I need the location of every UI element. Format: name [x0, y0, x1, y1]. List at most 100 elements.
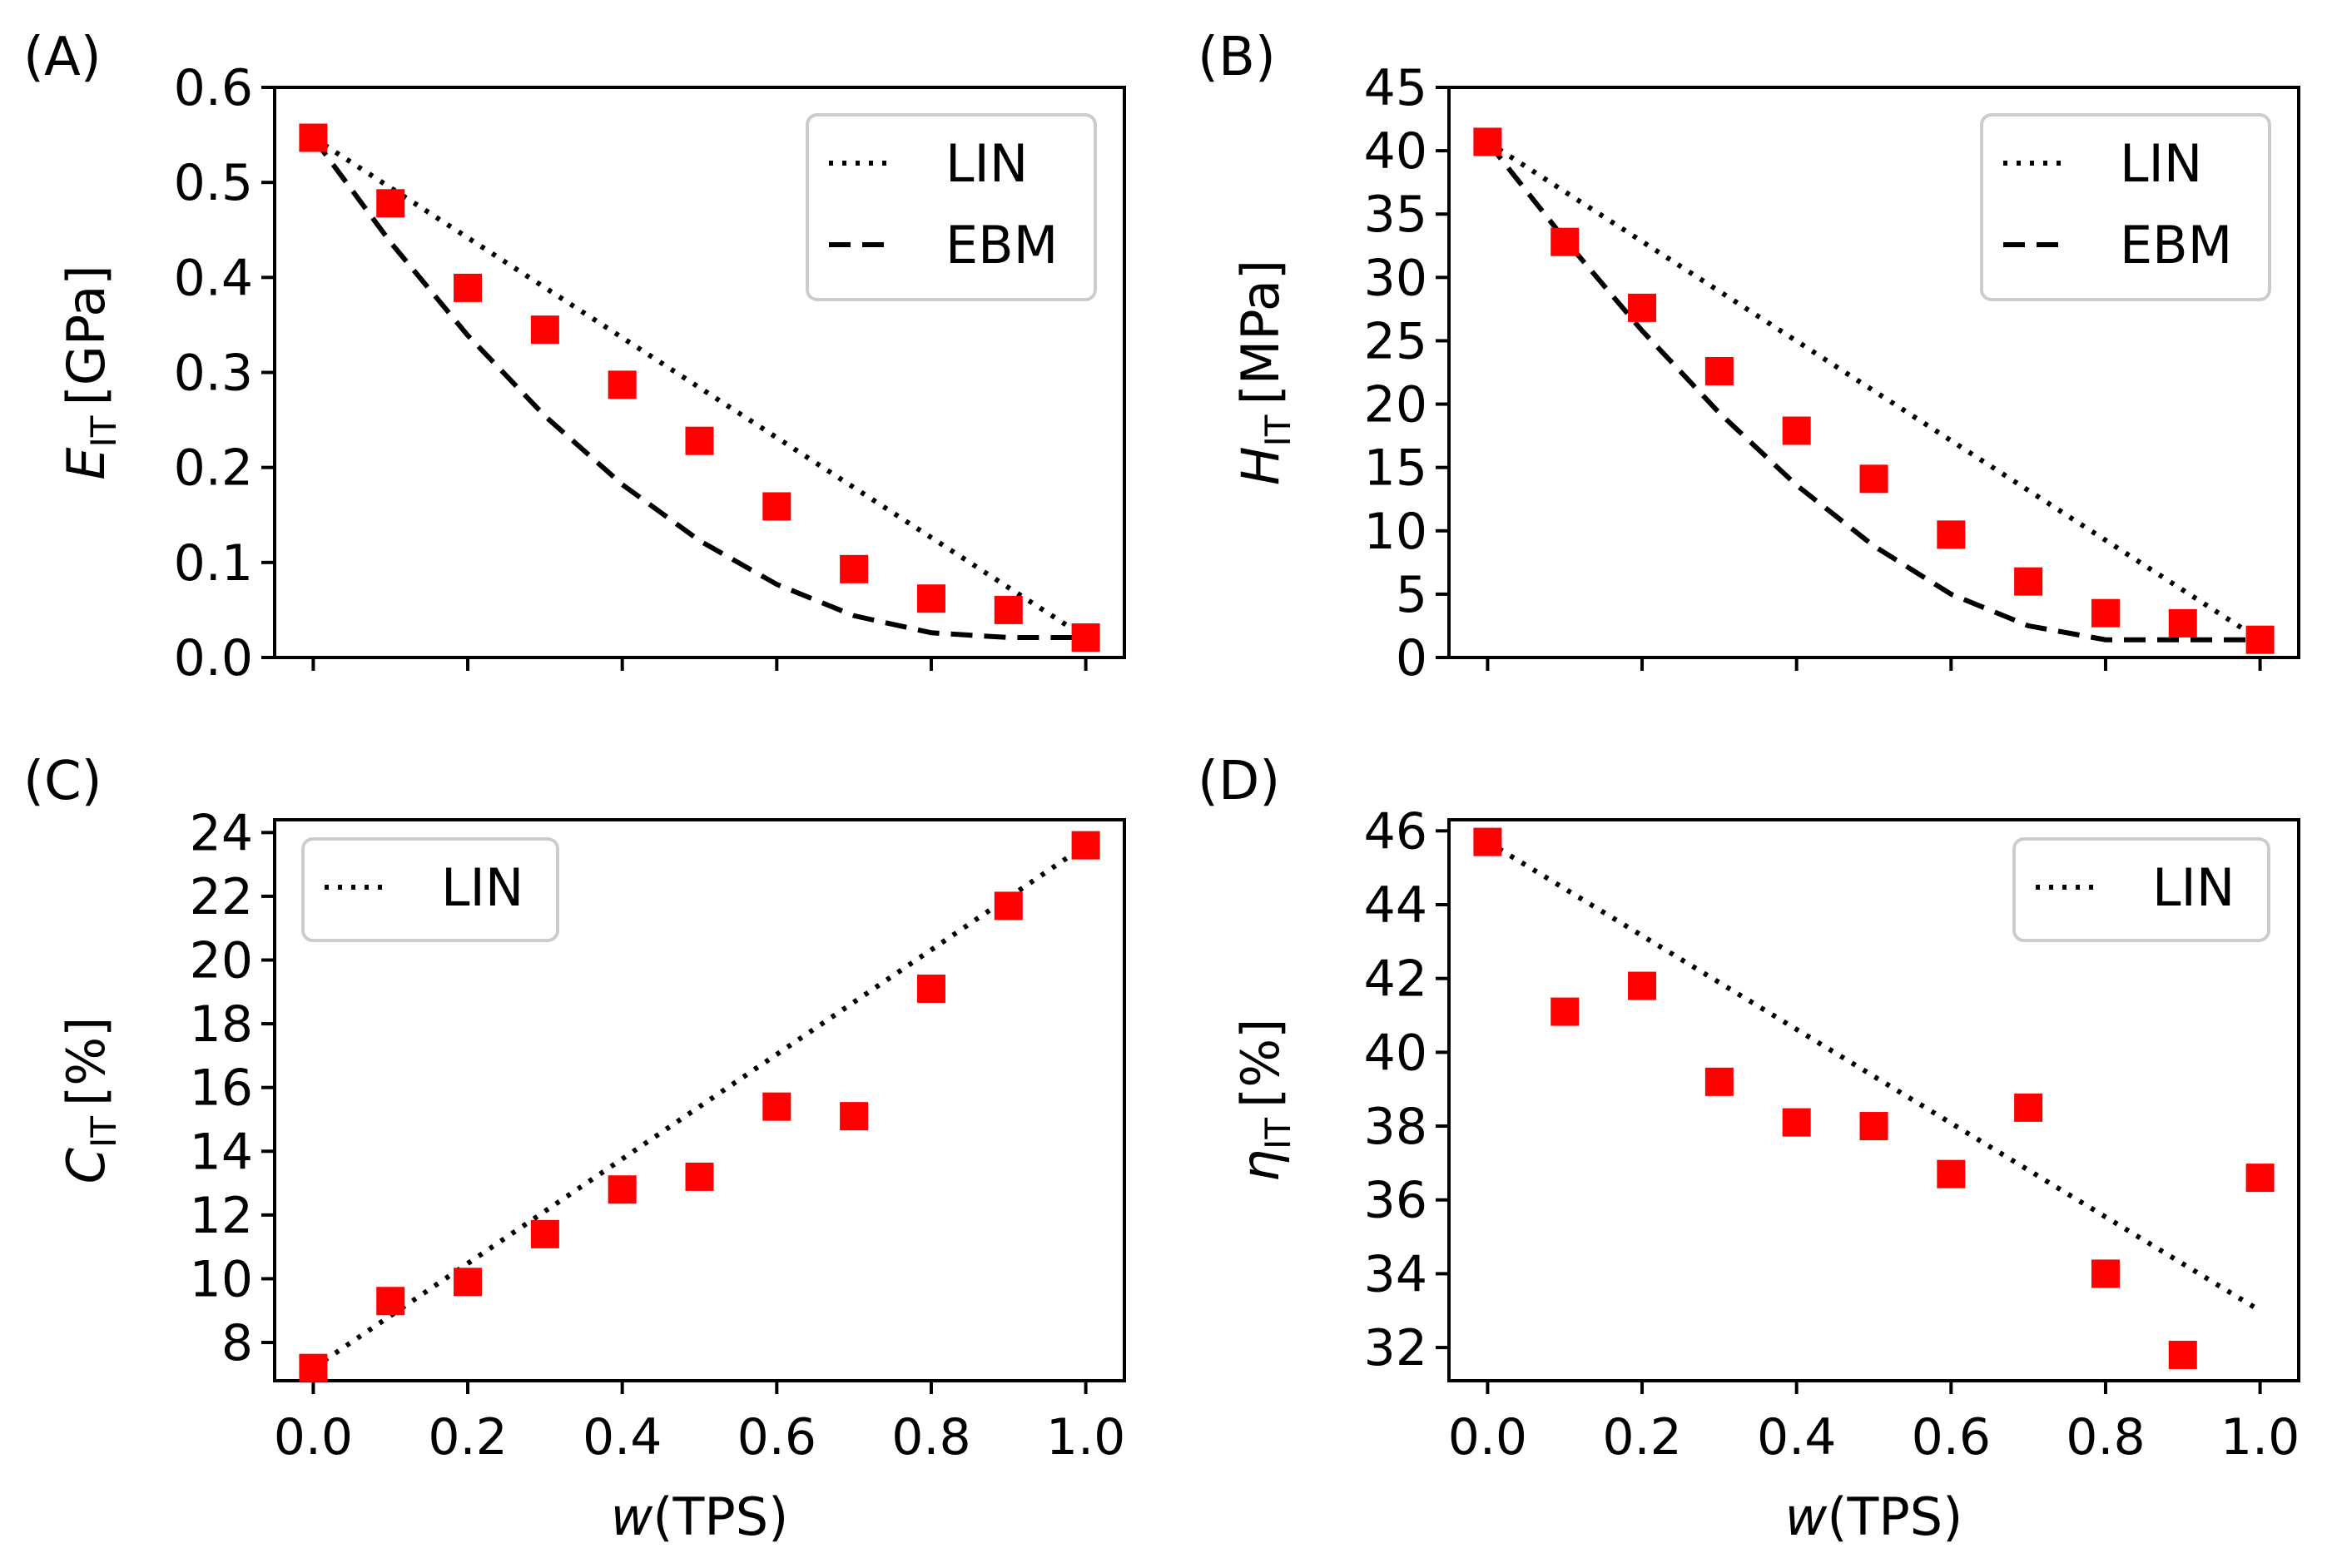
data-point	[1782, 416, 1811, 445]
x-tick-label: 0.8	[2066, 1408, 2145, 1466]
y-axis-label-subscript: IT	[1258, 414, 1298, 446]
data-point	[1473, 127, 1502, 156]
data-point	[1071, 831, 1100, 860]
panel-letter: (A)	[23, 27, 102, 88]
data-point	[1628, 971, 1657, 1000]
y-axis-label: HIT [MPa]	[1230, 260, 1298, 485]
x-axis-label-symbol: w	[1785, 1486, 1828, 1547]
y-tick-label: 20	[190, 932, 253, 990]
series-line-lin	[311, 843, 1088, 1371]
y-tick-label: 0.3	[174, 345, 253, 403]
y-tick-label: 0.5	[174, 154, 253, 212]
legend: LIN	[301, 837, 559, 942]
x-tick-label: 0.6	[1912, 1408, 1991, 1466]
y-axis-label-symbol: H	[1230, 446, 1291, 485]
data-point	[685, 426, 714, 455]
y-tick-label: 10	[190, 1250, 253, 1308]
y-tick-label: 8	[221, 1314, 253, 1372]
legend-box	[301, 837, 559, 942]
y-tick-label: 22	[190, 868, 253, 926]
panel-letter: (B)	[1198, 27, 1276, 88]
y-axis-label-symbol: η	[1230, 1149, 1291, 1182]
y-tick-label: 16	[190, 1059, 253, 1118]
y-axis-label: EIT [GPa]	[56, 265, 124, 479]
data-point	[2168, 1340, 2197, 1369]
data-point	[376, 1287, 405, 1316]
y-tick-label: 34	[1364, 1245, 1427, 1303]
data-point	[1704, 356, 1734, 385]
y-tick-label: 12	[190, 1187, 253, 1245]
y-axis-label-subscript: IT	[83, 1116, 124, 1148]
data-point	[2014, 1093, 2043, 1122]
y-axis-label-symbol: E	[56, 447, 117, 480]
panel-letter: (C)	[23, 751, 102, 812]
y-tick-label: 10	[1364, 503, 1427, 561]
legend-box	[2012, 837, 2270, 942]
x-axis-label-unit: (TPS)	[652, 1486, 788, 1547]
y-axis-label-subscript: IT	[83, 415, 124, 447]
legend-label-lin: LIN	[2120, 133, 2202, 194]
y-tick-label: 36	[1364, 1172, 1427, 1230]
data-point	[840, 554, 869, 583]
data-point	[1071, 623, 1100, 653]
data-point	[2168, 608, 2197, 638]
data-point	[2245, 1164, 2275, 1193]
y-tick-label: 24	[190, 804, 253, 862]
data-point	[299, 123, 328, 152]
x-tick-label: 0.0	[1448, 1408, 1527, 1466]
y-axis-label: ηIT [%]	[1230, 1019, 1298, 1183]
x-axis-label-unit: (TPS)	[1827, 1486, 1962, 1547]
x-tick-label: 0.8	[891, 1408, 970, 1466]
data-point	[762, 492, 791, 521]
y-tick-label: 0.4	[174, 249, 253, 307]
data-point	[1551, 997, 1580, 1026]
data-point	[762, 1092, 791, 1121]
y-tick-label: 0	[1396, 629, 1427, 687]
y-tick-label: 46	[1364, 802, 1427, 861]
data-point	[1551, 227, 1580, 256]
data-point	[1704, 1067, 1734, 1096]
y-axis-label: CIT [%]	[56, 1017, 124, 1184]
plot-frame	[1447, 818, 2300, 1382]
plot-frame	[273, 818, 1126, 1382]
y-axis-label-unit: [%]	[1230, 1019, 1291, 1108]
data-point	[376, 189, 405, 218]
series-line-lin	[1486, 840, 2262, 1313]
data-point	[2245, 625, 2275, 654]
y-tick-label: 32	[1364, 1319, 1427, 1377]
series-line-ebm	[1486, 140, 2260, 643]
legend-label-lin: LIN	[945, 133, 1028, 194]
x-axis-label: w(TPS)	[1785, 1486, 1963, 1547]
data-point	[1937, 1159, 1966, 1188]
legend-label-ebm: EBM	[2120, 215, 2232, 275]
data-point	[608, 370, 637, 399]
legend: LIN EBM	[806, 113, 1097, 301]
data-point	[685, 1162, 714, 1191]
x-tick-label: 0.0	[274, 1408, 353, 1466]
chart-panel-d: (D) 32 34 36 38 40 42 44 46 0.0 0.2 0.4 0.6 0.8 1.0 w(T…	[1198, 751, 2300, 1547]
y-axis-label-symbol: C	[56, 1147, 117, 1183]
data-point	[530, 315, 559, 345]
y-tick-label: 25	[1364, 312, 1427, 370]
panel-letter: (D)	[1198, 751, 1280, 812]
x-tick-label: 0.4	[1757, 1408, 1836, 1466]
y-tick-label: 40	[1364, 122, 1427, 181]
y-tick-label: 38	[1364, 1098, 1427, 1156]
y-axis-label-unit: [GPa]	[56, 265, 117, 405]
y-tick-label: 14	[190, 1123, 253, 1181]
data-point	[2091, 1259, 2120, 1288]
legend: LIN EBM	[1980, 113, 2271, 301]
y-axis-label-unit: [MPa]	[1230, 260, 1291, 404]
data-point	[1782, 1108, 1811, 1137]
legend-label-lin: LIN	[441, 857, 523, 918]
x-tick-label: 1.0	[2220, 1408, 2300, 1466]
x-tick-label: 0.2	[428, 1408, 507, 1466]
legend: LIN	[2012, 837, 2270, 942]
data-point	[530, 1219, 559, 1248]
y-tick-label: 5	[1396, 566, 1427, 624]
legend-box	[806, 113, 1097, 301]
data-point	[994, 595, 1023, 624]
x-axis-label: w(TPS)	[611, 1486, 789, 1547]
x-axis-label-symbol: w	[611, 1486, 653, 1547]
